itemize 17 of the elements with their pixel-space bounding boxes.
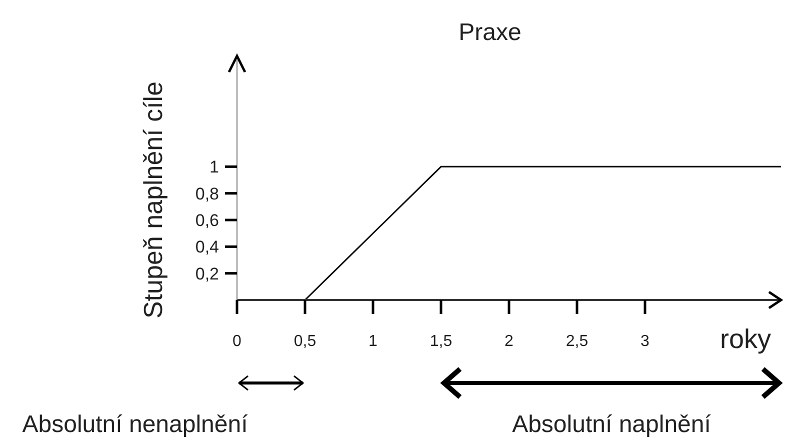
x-tick-label: 0 xyxy=(232,333,242,350)
y-tick-label: 0,2 xyxy=(195,264,219,284)
y-tick-label: 1 xyxy=(210,158,219,177)
y-tick-label: 0,6 xyxy=(195,211,219,230)
text: Absolutní naplnění xyxy=(512,411,712,438)
chart-title: Praxe xyxy=(458,19,522,46)
x-tick-label: 2,5 xyxy=(566,333,588,350)
y-axis-title: Stupeň naplnění cíle xyxy=(138,81,168,319)
x-tick-label: 0,5 xyxy=(294,333,316,350)
x-axis-title: roky xyxy=(720,324,772,354)
x-tick-label: 1,5 xyxy=(430,333,452,350)
x-tick-label: 3 xyxy=(640,333,650,350)
text: Absolutní nenaplnění xyxy=(22,411,248,438)
y-tick-label: 0,8 xyxy=(195,184,219,204)
x-tick-label: 2 xyxy=(504,333,514,350)
y-tick-label: 0,4 xyxy=(195,238,219,257)
x-tick-label: 1 xyxy=(368,333,378,350)
